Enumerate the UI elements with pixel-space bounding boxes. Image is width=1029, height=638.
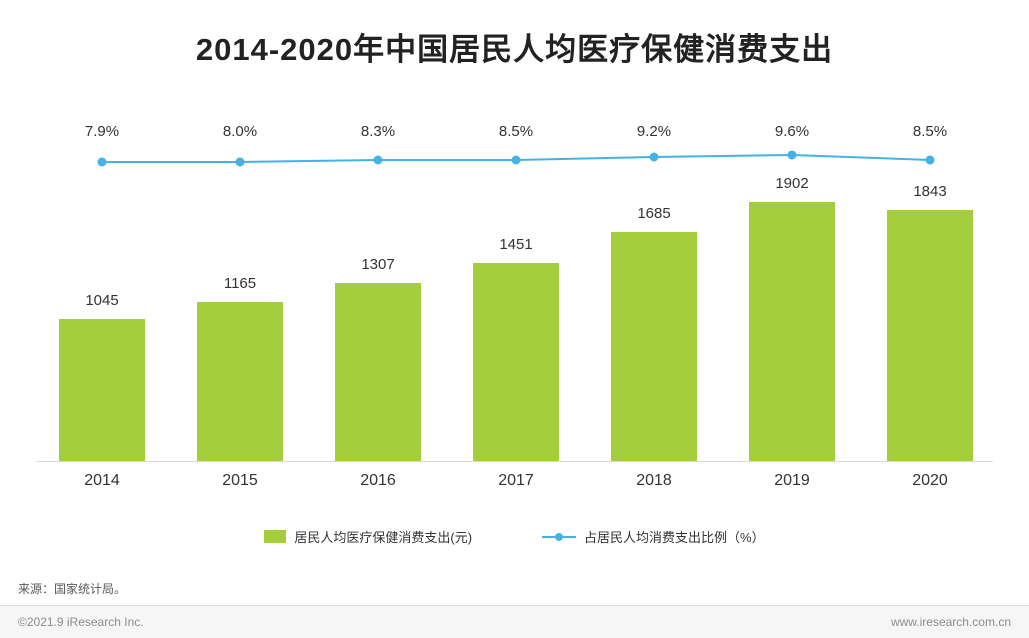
bar-value-label: 1843 [913,183,947,200]
x-axis-line [36,461,993,462]
bar-2018 [611,232,697,461]
bar-2016 [335,283,421,461]
line-series-swatch [542,532,577,541]
bar-value-label: 1165 [223,275,257,292]
line-swatch-dot [555,533,564,541]
bar-2015 [197,302,283,461]
year-label: 2015 [222,472,258,489]
bar-series-swatch [264,530,287,543]
footer-bar: ©2021.9 iResearch Inc. www.iresearch.com… [0,605,1029,638]
bar-value-label: 1902 [775,175,809,192]
year-label: 2017 [498,472,534,489]
year-label: 2020 [912,472,948,489]
pct-label: 7.9% [84,123,120,140]
bar-value-label: 1685 [637,205,671,222]
legend-bar-label: 居民人均医疗保健消费支出(元) [294,530,473,545]
copyright-text: ©2021.9 iResearch Inc. [18,615,144,629]
pct-label: 9.2% [636,123,672,140]
year-label: 2019 [774,472,810,489]
pct-label: 8.3% [360,123,396,140]
legend-item-bar: 居民人均医疗保健消费支出(元) [264,527,472,546]
bar-2019 [749,202,835,461]
legend-item-line: 占居民人均消费支出比例（%） [542,527,765,546]
year-label: 2018 [636,472,672,489]
pct-label: 8.5% [498,123,534,140]
chart-title: 2014-2020年中国居民人均医疗保健消费支出 [195,32,834,67]
source-note: 来源：国家统计局。 [18,582,127,596]
pct-label: 9.6% [774,123,810,140]
bar-2017 [473,263,559,461]
year-label: 2016 [360,472,396,489]
bar-2020 [887,210,973,461]
website-link[interactable]: www.iresearch.com.cn [890,615,1011,629]
legend-line-label: 占居民人均消费支出比例（%） [584,530,765,545]
bar-value-label: 1307 [361,256,395,273]
year-label: 2014 [84,472,120,489]
pct-label: 8.5% [912,123,948,140]
pct-label: 8.0% [222,123,258,140]
bar-value-label: 1045 [85,292,119,309]
legend: 居民人均医疗保健消费支出(元) 占居民人均消费支出比例（%） [0,527,1029,546]
bar-value-label: 1451 [499,236,533,253]
bar-2014 [59,319,145,461]
